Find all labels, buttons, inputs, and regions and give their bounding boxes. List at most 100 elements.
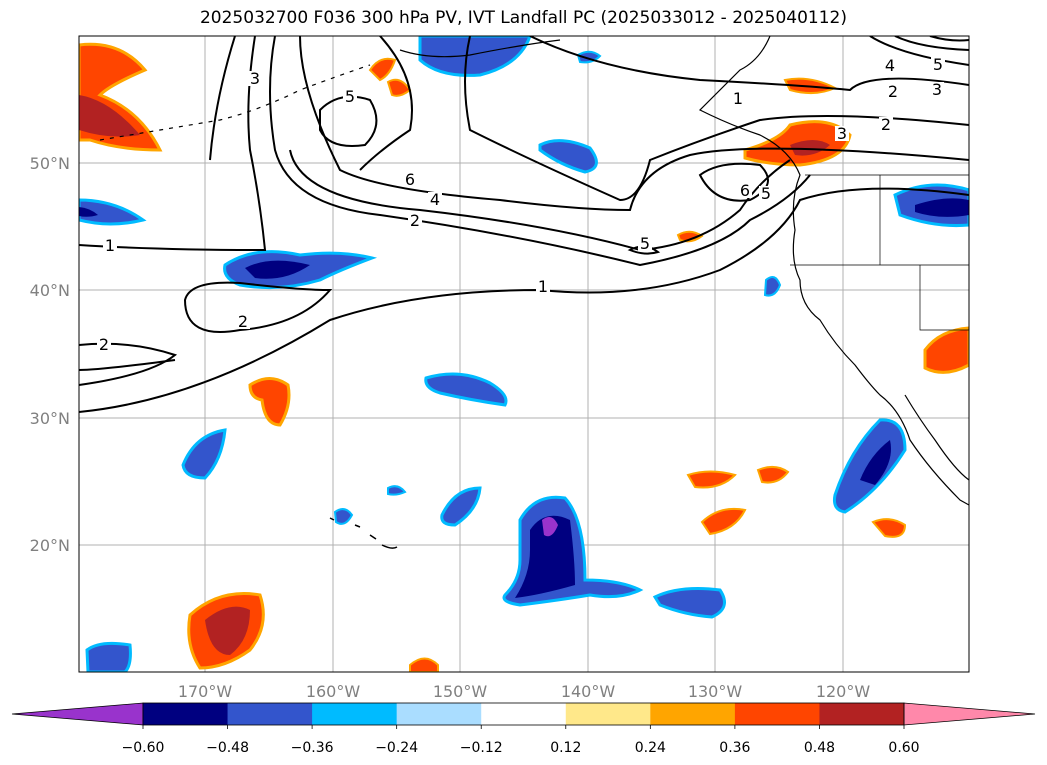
lon-label: 140°W xyxy=(561,682,616,701)
contour-label: 2 xyxy=(238,312,248,331)
contour-label-bg xyxy=(731,91,745,106)
positive-anomaly xyxy=(248,377,291,427)
colorbar-tick-labels: −0.60 −0.48 −0.36 −0.24 −0.12 0.12 0.24 0.36 0.4… xyxy=(122,725,920,756)
contour-label-bg xyxy=(343,89,357,104)
contour-label-bg xyxy=(403,172,417,187)
negative-anomaly-peak xyxy=(542,516,558,537)
pv-contour xyxy=(869,36,969,66)
contour-label-bg xyxy=(248,71,262,86)
colorbar-tick-label: −0.60 xyxy=(122,740,165,756)
contour-label: 5 xyxy=(640,234,650,253)
contour-label: 4 xyxy=(430,190,440,209)
colorbar-tick-label: −0.48 xyxy=(206,740,249,756)
positive-anomaly-core xyxy=(205,606,250,655)
contour-label: 2 xyxy=(99,335,109,354)
negative-anomaly xyxy=(418,36,532,77)
colorbar-tick-label: 0.60 xyxy=(888,740,919,756)
lon-label: 120°W xyxy=(816,682,871,701)
negative-anomaly-core xyxy=(245,260,310,279)
latitude-labels: 50°N 40°N 30°N 20°N xyxy=(30,154,70,555)
contour-label: 3 xyxy=(837,124,847,143)
lat-label: 50°N xyxy=(30,154,70,173)
colorbar-segment xyxy=(650,703,736,725)
hawaii-islands xyxy=(329,517,398,549)
contour-label-bg xyxy=(103,238,117,253)
negative-anomaly xyxy=(79,198,147,226)
lon-label: 130°W xyxy=(688,682,743,701)
lat-label: 30°N xyxy=(30,409,70,428)
contour-label: 5 xyxy=(345,87,355,106)
lon-label: 150°W xyxy=(433,682,488,701)
contour-label: 1 xyxy=(105,236,115,255)
positive-anomaly xyxy=(409,657,439,672)
contour-label-bg xyxy=(883,58,897,73)
contour-label-bg xyxy=(759,186,773,201)
pv-contour xyxy=(183,281,333,333)
negative-anomaly xyxy=(440,486,482,527)
negative-anomaly xyxy=(333,508,354,525)
colorbar-tick-label: −0.36 xyxy=(291,740,334,756)
contour-label-bg xyxy=(97,337,111,352)
negative-anomaly-core xyxy=(860,440,891,485)
contour-label: 2 xyxy=(888,82,898,101)
colorbar-extend-high xyxy=(903,702,1036,726)
colorbar-segment xyxy=(227,703,313,725)
negative-anomaly xyxy=(538,139,598,174)
colorbar-segment xyxy=(312,703,398,725)
contour-label: 5 xyxy=(761,184,771,203)
contour-label-bg xyxy=(931,57,945,72)
colorbar-tick-label: −0.12 xyxy=(460,740,503,756)
colorbar xyxy=(11,702,1036,726)
lon-label: 170°W xyxy=(178,682,233,701)
longitude-labels: 170°W 160°W 150°W 140°W 130°W 120°W xyxy=(178,682,871,701)
positive-anomaly xyxy=(756,466,790,484)
lat-label: 40°N xyxy=(30,281,70,300)
negative-anomaly-core xyxy=(515,515,575,598)
pv-contour xyxy=(529,36,969,92)
contour-label-bg xyxy=(638,236,652,251)
contour-label-bg xyxy=(886,84,900,99)
colorbar-tick-label: 0.36 xyxy=(719,740,750,756)
contour-label: 3 xyxy=(932,80,942,99)
positive-anomaly xyxy=(871,518,907,538)
negative-anomaly xyxy=(85,641,132,672)
lat-label: 20°N xyxy=(30,536,70,555)
colorbar-extend-low xyxy=(11,702,144,726)
pv-contour xyxy=(289,149,791,252)
contour-label: 4 xyxy=(885,56,895,75)
positive-anomaly xyxy=(700,507,747,536)
lon-label: 160°W xyxy=(306,682,361,701)
contour-label: 2 xyxy=(410,211,420,230)
pv-contour xyxy=(79,359,176,371)
colorbar-segment xyxy=(819,703,905,725)
coastlines xyxy=(99,36,969,549)
contour-label: 5 xyxy=(933,55,943,74)
negative-anomaly xyxy=(387,485,407,496)
contour-label: 6 xyxy=(740,181,750,200)
pv-contour xyxy=(79,36,267,252)
positive-anomaly xyxy=(686,470,737,489)
north-america-coast xyxy=(698,36,969,506)
contour-label: 2 xyxy=(881,115,891,134)
negative-anomaly xyxy=(763,275,782,297)
map-frame xyxy=(78,35,970,673)
contour-label-bg xyxy=(879,117,893,132)
contour-label: 6 xyxy=(405,170,415,189)
colorbar-segment xyxy=(565,703,651,725)
alaska-coast xyxy=(399,39,561,58)
pv-contour xyxy=(209,36,811,267)
colorbar-segment xyxy=(734,703,820,725)
colorbar-tick-label: 0.12 xyxy=(550,740,581,756)
contour-label-bg xyxy=(408,213,422,228)
colorbar-tick-label: 0.24 xyxy=(635,740,666,756)
colorbar-tick-label: −0.24 xyxy=(375,740,418,756)
contour-label-bg xyxy=(536,279,550,294)
baja-coast xyxy=(904,394,969,481)
contour-label-bg xyxy=(835,126,849,141)
contour-label-bg xyxy=(236,314,250,329)
contour-label: 3 xyxy=(250,69,260,88)
state-borders xyxy=(790,174,969,331)
colorbar-segment xyxy=(481,703,567,725)
contour-label: 1 xyxy=(538,277,548,296)
